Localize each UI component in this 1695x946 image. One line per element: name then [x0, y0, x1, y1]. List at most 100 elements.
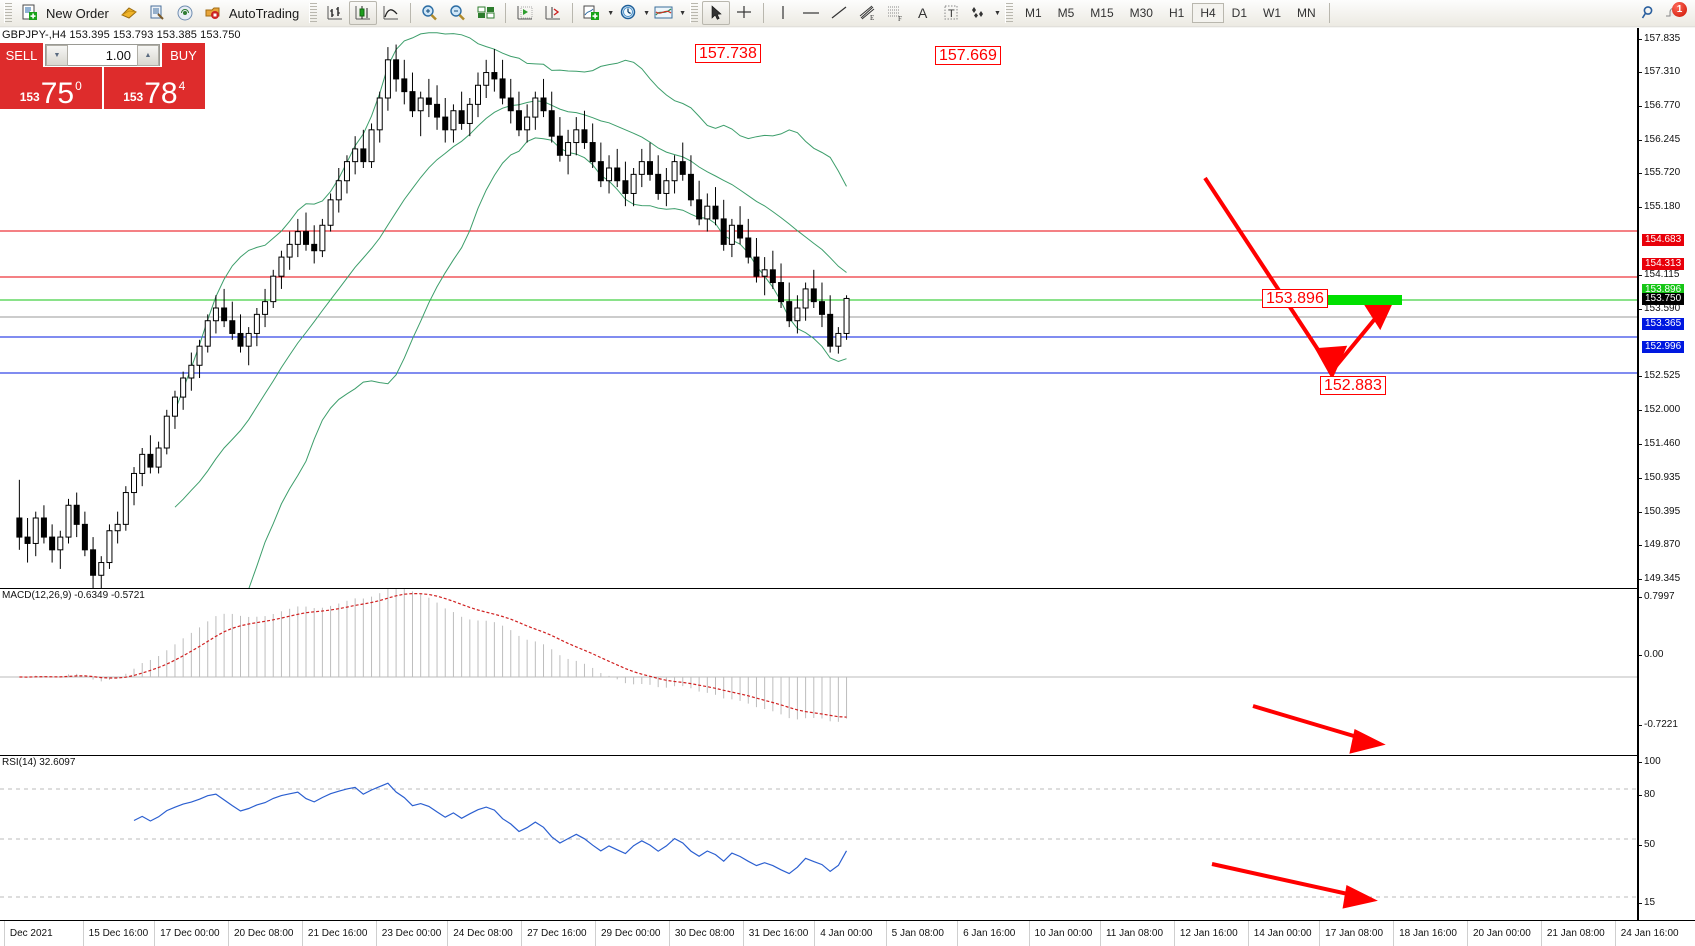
- time-label-7: 27 Dec 16:00: [527, 928, 587, 939]
- toolbar-right-group: 1: [1635, 1, 1695, 25]
- trendline-button[interactable]: [825, 1, 853, 25]
- fibonacci-button[interactable]: F: [881, 1, 909, 25]
- candle-body: [458, 110, 465, 124]
- buy-quote[interactable]: 153 78 4: [101, 67, 205, 110]
- text-button[interactable]: A: [909, 1, 937, 25]
- timeframe-mn[interactable]: MN: [1297, 6, 1316, 20]
- bar-chart-button[interactable]: [321, 1, 349, 25]
- bollinger-upper-band: [174, 32, 847, 412]
- price-scale[interactable]: 157.835 157.310 156.770 156.245 155.720 155.1…: [1638, 28, 1695, 920]
- candle-body: [515, 110, 522, 131]
- timeframe-h1[interactable]: H1: [1168, 6, 1185, 20]
- signals-icon: [177, 5, 193, 21]
- timeframe-m30[interactable]: M30: [1129, 6, 1153, 20]
- vertical-line-button[interactable]: [769, 1, 797, 25]
- auto-scroll-button[interactable]: [539, 1, 567, 25]
- toolbar-grip-2[interactable]: [309, 3, 318, 23]
- drawing-tools-button[interactable]: [965, 1, 993, 25]
- cursor-button[interactable]: [702, 1, 731, 25]
- templates-icon: [654, 6, 673, 19]
- main-toolbar: New Order AutoTrading: [0, 0, 1695, 27]
- data-window-icon: [150, 5, 164, 20]
- timeframe-d1[interactable]: D1: [1231, 6, 1248, 20]
- candle-body: [253, 313, 260, 334]
- price-tag-153365[interactable]: 153.365: [1642, 317, 1685, 330]
- bollinger-middle-band: [174, 100, 847, 508]
- price-tag-154683[interactable]: 154.683: [1642, 234, 1685, 247]
- price-tag-154313[interactable]: 154.313: [1642, 257, 1685, 270]
- volume-increment-button[interactable]: ▲: [137, 44, 159, 66]
- timeframe-m1[interactable]: M1: [1024, 6, 1042, 20]
- line-chart-button[interactable]: [377, 1, 405, 25]
- time-label-6: 24 Dec 08:00: [453, 928, 513, 939]
- toolbar-separator-4: [763, 3, 765, 23]
- chart-shift-button[interactable]: [511, 1, 539, 25]
- crosshair-button[interactable]: [730, 1, 758, 25]
- time-gridline: [228, 921, 229, 946]
- time-label-10: 31 Dec 16:00: [748, 928, 809, 939]
- price-chart-pane[interactable]: GBPJPY-,H4 157.738 157.669 153.896 152.8…: [0, 28, 1638, 589]
- buy-fraction: 4: [178, 79, 186, 93]
- one-click-trading-panel[interactable]: GBPJPY-,H4 153.395 153.793 153.385 153.7…: [0, 28, 241, 109]
- timeframe-w1[interactable]: W1: [1263, 6, 1282, 20]
- candle-body: [712, 205, 719, 220]
- timeframe-group: M1 M5 M15 M30 H1 H4 D1 W1 MN: [1017, 3, 1324, 23]
- time-label-19: 18 Jan 16:00: [1399, 928, 1457, 939]
- candlestick-chart-button[interactable]: [349, 1, 378, 25]
- timeframe-h4[interactable]: H4: [1192, 3, 1224, 23]
- period-button[interactable]: [614, 1, 642, 25]
- tile-windows-button[interactable]: [472, 1, 500, 25]
- alerts-button[interactable]: 1: [1663, 2, 1687, 23]
- quote-row: 153 75 0 153 78 4: [0, 67, 205, 109]
- rsi-pane[interactable]: RSI(14) 32.6097: [0, 756, 1638, 921]
- candle-body: [434, 103, 441, 118]
- expert-advisor-button[interactable]: [115, 1, 143, 25]
- period-caret-icon[interactable]: ▼: [643, 9, 651, 17]
- buy-pips: 78: [144, 77, 178, 110]
- indicators-caret-icon[interactable]: ▼: [607, 9, 615, 17]
- volume-decrement-button[interactable]: ▼: [46, 44, 68, 66]
- volume-field[interactable]: ▼ 1.00 ▲: [45, 44, 160, 66]
- timeframe-m5[interactable]: M5: [1057, 6, 1075, 20]
- candle-body: [278, 256, 285, 277]
- candle-body: [40, 517, 47, 538]
- templates-caret-icon[interactable]: ▼: [679, 9, 687, 17]
- indicators-icon: [583, 5, 600, 20]
- toolbar-grip[interactable]: [4, 3, 12, 23]
- new-order-button[interactable]: [16, 1, 44, 25]
- sell-quote[interactable]: 153 75 0: [0, 67, 102, 109]
- candle-body: [98, 562, 105, 576]
- price-tag-153750[interactable]: 153.750: [1642, 293, 1685, 306]
- price-tag-153896[interactable]: 153.896: [1642, 284, 1685, 297]
- equidistant-channel-button[interactable]: E: [853, 1, 881, 25]
- horizontal-line-icon: [803, 12, 820, 14]
- search-button[interactable]: [1635, 1, 1663, 25]
- candle-body: [286, 243, 293, 258]
- time-gridline: [1540, 921, 1542, 946]
- time-gridline: [742, 921, 744, 946]
- timeframe-m15[interactable]: M15: [1090, 6, 1114, 20]
- data-window-button[interactable]: [143, 1, 171, 25]
- toolbar-grip-3[interactable]: [690, 3, 699, 23]
- horizontal-line-button[interactable]: [797, 1, 825, 25]
- candle-body: [221, 307, 228, 322]
- time-scale[interactable]: Dec 2021 15 Dec 16:00 17 Dec 00:00 20 Dec 0…: [0, 920, 1695, 946]
- zoom-out-button[interactable]: [444, 1, 472, 25]
- time-label-2: 17 Dec 00:00: [160, 928, 220, 939]
- text-label-button[interactable]: T: [937, 1, 965, 25]
- candle-body: [114, 523, 121, 532]
- buy-button[interactable]: BUY: [162, 43, 205, 67]
- autotrading-button[interactable]: [199, 1, 227, 25]
- zoom-in-button[interactable]: [416, 1, 444, 25]
- signals-button[interactable]: [171, 1, 199, 25]
- templates-button[interactable]: [650, 1, 678, 25]
- drawing-tools-caret-icon[interactable]: ▼: [994, 9, 1001, 17]
- price-tag-152996[interactable]: 152.996: [1642, 341, 1685, 354]
- svg-text:T: T: [948, 8, 955, 20]
- toolbar-grip-4[interactable]: [1004, 3, 1013, 23]
- candle-body: [818, 301, 825, 315]
- macd-pane[interactable]: MACD(12,26,9) -0.6349 -0.5721: [0, 589, 1638, 756]
- indicators-button[interactable]: [578, 1, 606, 25]
- candle-body: [704, 205, 711, 220]
- sell-button[interactable]: SELL: [0, 43, 43, 67]
